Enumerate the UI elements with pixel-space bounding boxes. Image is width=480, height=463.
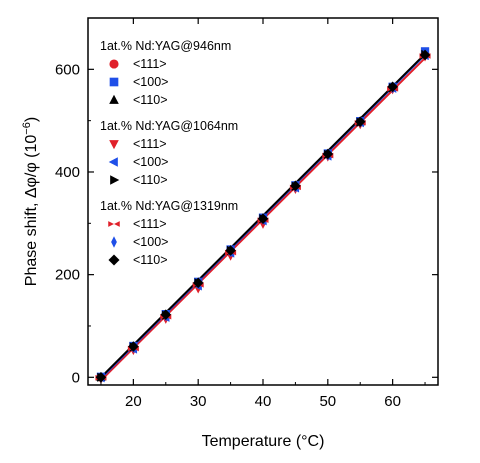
data-point [322,148,334,160]
x-tick-label: 60 [384,393,401,410]
data-point [160,309,172,320]
data-point [419,49,431,61]
x-tick-label: 30 [190,393,207,410]
y-axis-label-main: Phase shift, Δφ/φ (10 [23,135,40,287]
data-point [128,341,139,352]
legend-marker [109,59,119,69]
data-point [225,245,236,256]
y-tick-label: 200 [55,267,80,284]
y-axis-ticks: 0 200 400 600 [55,17,438,386]
legend-entry-label: <110> [133,93,168,107]
legend-group-title: 1at.% Nd:YAG@1064nm [100,119,238,133]
x-axis-label: Temperature (°C) [202,433,325,450]
data-point [192,277,204,289]
legend-entry-label: <100> [133,235,168,249]
x-tick-label: 20 [125,393,142,410]
x-tick-label: 40 [255,393,272,410]
legend-marker [109,140,119,150]
legend: 1at.% Nd:YAG@946nm <111> <100> <110> 1at.% N… [100,39,238,267]
data-point [257,213,269,224]
data-point [290,180,301,192]
legend-entry-label: <110> [133,173,168,187]
y-tick-label: 400 [55,164,80,181]
data-point [354,116,366,127]
y-tick-label: 600 [55,61,80,78]
legend-entry-label: <100> [133,75,168,89]
y-axis-label-close: ) [23,117,40,122]
legend-entry-label: <111> [133,57,167,71]
legend-group-title: 1at.% Nd:YAG@946nm [100,39,231,53]
legend-marker [109,94,119,104]
x-axis-ticks: 20 30 40 50 60 [100,18,426,410]
data-point [387,81,398,93]
x-tick-label: 50 [319,393,336,410]
legend-entry-label: <110> [133,253,168,267]
data-point [95,372,107,383]
legend-group-title: 1at.% Nd:YAG@1319nm [100,199,238,213]
legend-marker [108,221,120,227]
y-axis-label: Phase shift, Δφ/φ (10−6) [21,117,40,286]
legend-entry-label: <111> [133,217,167,231]
y-tick-label: 0 [72,369,80,386]
y-axis-label-exponent: −6 [21,122,33,135]
data-points [95,47,431,384]
legend-entry-label: <111> [133,137,167,151]
legend-marker [108,254,120,266]
legend-marker [108,157,118,167]
legend-entry-label: <100> [133,155,168,169]
legend-marker [111,236,117,248]
legend-marker [110,175,120,185]
legend-marker [109,77,119,87]
